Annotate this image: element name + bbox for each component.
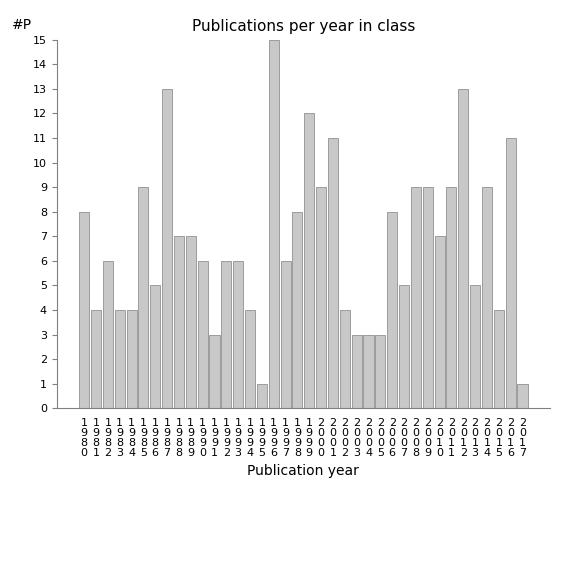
Bar (494, 310, 504, 408)
Bar (293, 211, 302, 408)
Bar (482, 187, 492, 408)
Bar (399, 285, 409, 408)
Bar (162, 89, 172, 408)
Y-axis label: #P: #P (12, 18, 32, 32)
Bar (245, 310, 255, 408)
Bar (233, 261, 243, 408)
Bar (304, 113, 314, 408)
X-axis label: Publication year: Publication year (247, 463, 359, 477)
Bar (387, 211, 397, 408)
Bar (363, 335, 374, 408)
Bar (458, 89, 468, 408)
Bar (186, 236, 196, 408)
Bar (257, 384, 267, 408)
Bar (174, 236, 184, 408)
Bar (328, 138, 338, 408)
Bar (316, 187, 326, 408)
Bar (221, 261, 231, 408)
Bar (434, 236, 445, 408)
Bar (423, 187, 433, 408)
Bar (269, 40, 279, 408)
Bar (150, 285, 160, 408)
Bar (79, 211, 89, 408)
Bar (91, 310, 101, 408)
Bar (126, 310, 137, 408)
Bar (411, 187, 421, 408)
Bar (506, 138, 516, 408)
Bar (518, 384, 527, 408)
Title: Publications per year in class: Publications per year in class (192, 19, 415, 35)
Bar (340, 310, 350, 408)
Bar (375, 335, 386, 408)
Bar (281, 261, 291, 408)
Bar (103, 261, 113, 408)
Bar (138, 187, 149, 408)
Bar (198, 261, 208, 408)
Bar (209, 335, 219, 408)
Bar (115, 310, 125, 408)
Bar (352, 335, 362, 408)
Bar (446, 187, 456, 408)
Bar (470, 285, 480, 408)
